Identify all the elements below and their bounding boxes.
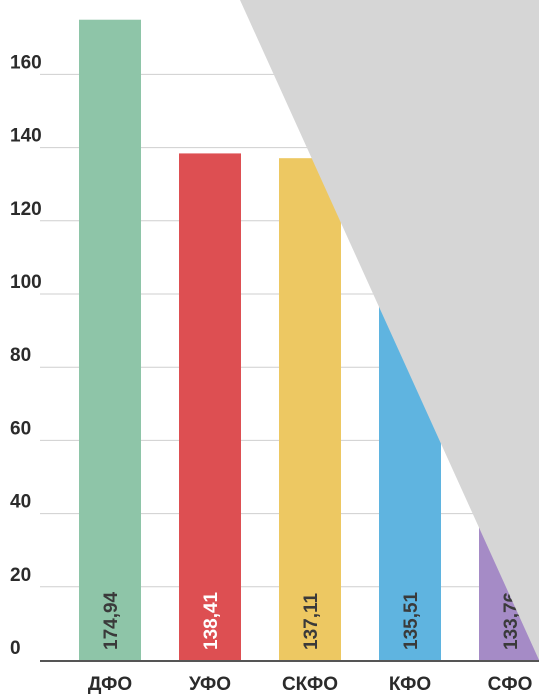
- bar-3: [279, 158, 341, 660]
- y-tick-label: 120: [10, 199, 42, 220]
- y-axis-ticks: 0 20 40 60 80 100 120 140 160: [10, 52, 42, 659]
- value-label: 137,11: [301, 593, 322, 650]
- x-category-label: КФО: [389, 674, 431, 695]
- x-category-label: ДФО: [88, 674, 132, 695]
- y-tick-label: 100: [10, 272, 42, 293]
- y-tick-label: 60: [10, 418, 31, 439]
- bar-1: [79, 19, 141, 660]
- value-labels: 174,94 138,41 137,11 135,51 133,76: [101, 591, 522, 650]
- value-label: 174,94: [101, 591, 122, 650]
- y-tick-label: 140: [10, 126, 42, 147]
- value-label: 138,41: [201, 591, 222, 650]
- y-tick-label: 80: [10, 345, 31, 366]
- x-category-label: УФО: [189, 674, 231, 695]
- y-tick-label: 160: [10, 52, 42, 73]
- overlay-triangle: [240, 0, 539, 660]
- bar-2: [179, 153, 241, 660]
- y-tick-label: 20: [10, 565, 31, 586]
- y-tick-label: 40: [10, 492, 31, 513]
- y-tick-label: 0: [10, 638, 21, 659]
- x-category-label: СКФО: [282, 674, 338, 695]
- value-label: 135,51: [401, 591, 422, 650]
- x-axis-labels: ДФО УФО СКФО КФО СФО: [88, 674, 533, 695]
- x-category-label: СФО: [488, 674, 533, 695]
